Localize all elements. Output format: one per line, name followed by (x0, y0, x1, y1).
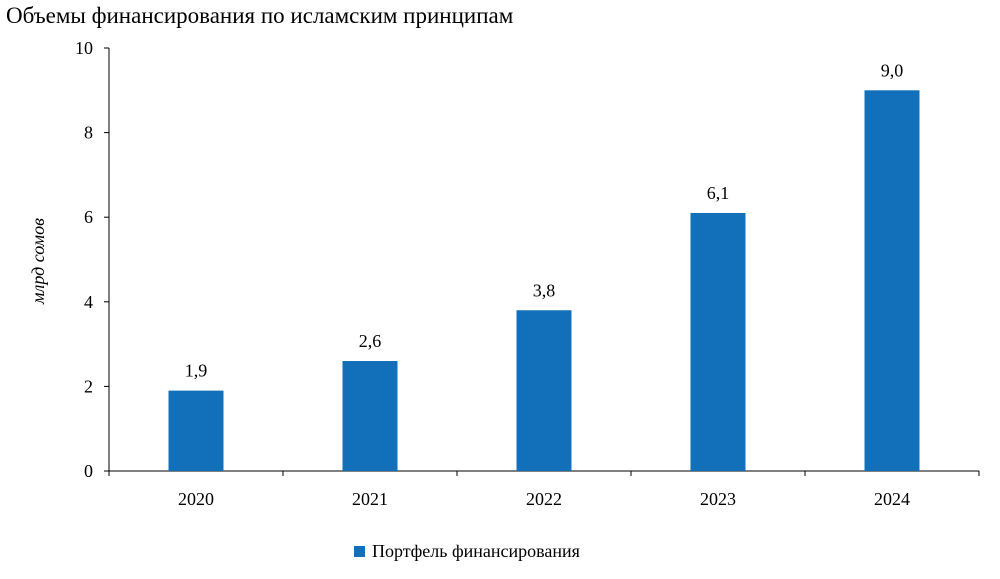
y-tick-label: 10 (75, 38, 93, 58)
legend: Портфель финансирования (354, 541, 580, 561)
y-axis-title: млрд сомов (28, 218, 48, 305)
x-tick-label: 2024 (874, 489, 910, 509)
bar (516, 310, 572, 471)
y-tick-label: 8 (84, 123, 93, 143)
legend-label: Портфель финансирования (372, 541, 580, 561)
data-labels: 1,9 2,6 3,8 6,1 9,0 (185, 60, 904, 380)
x-tick-label: 2021 (352, 489, 388, 509)
bar (690, 212, 746, 471)
x-tick-label: 2022 (526, 489, 562, 509)
x-axis: 2020 2021 2022 2023 2024 (108, 470, 980, 509)
bar (168, 390, 224, 471)
chart-title: Объемы финансирования по исламским принц… (6, 3, 514, 28)
legend-swatch (354, 546, 365, 557)
data-label: 1,9 (185, 361, 208, 381)
data-label: 2,6 (359, 331, 382, 351)
data-label: 9,0 (881, 60, 904, 80)
y-tick-label: 2 (84, 376, 93, 396)
x-tick-label: 2023 (700, 489, 736, 509)
y-tick-label: 0 (84, 461, 93, 481)
y-tick-label: 6 (84, 207, 93, 227)
bars (168, 90, 920, 472)
data-label: 6,1 (707, 183, 730, 203)
y-axis: 0 2 4 6 8 10 (75, 38, 110, 481)
bar (342, 361, 398, 471)
bar (864, 90, 920, 472)
x-tick-label: 2020 (178, 489, 214, 509)
y-tick-label: 4 (84, 292, 93, 312)
data-label: 3,8 (533, 280, 556, 300)
